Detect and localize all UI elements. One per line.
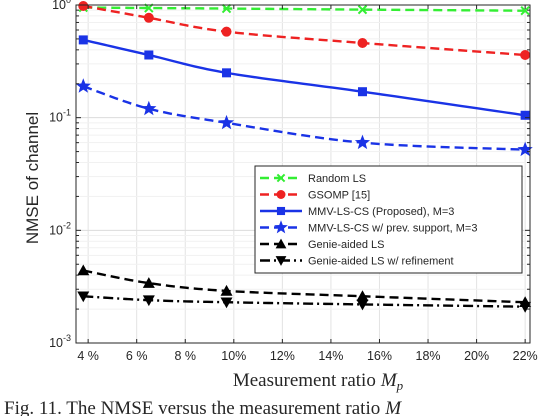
legend-label: MMV-LS-CS (Proposed), M=3 (308, 206, 454, 218)
data-point-marker (356, 299, 369, 311)
legend-label: Genie-aided LS (308, 239, 384, 251)
x-tick-label: 16% (367, 349, 392, 363)
data-point-marker (357, 87, 367, 97)
data-point-marker (354, 134, 371, 150)
x-tick-label: 22% (513, 349, 538, 363)
data-point-marker (221, 26, 232, 37)
series-1 (78, 2, 530, 16)
series-layer (75, 0, 533, 313)
y-axis-label: NMSE of channel (23, 112, 42, 244)
data-point-marker (517, 141, 533, 157)
data-point-marker (78, 35, 88, 45)
data-point-marker (519, 301, 532, 313)
x-axis-label: Measurement ratio Mp (233, 370, 404, 393)
series-6 (77, 291, 532, 313)
legend-entry: Genie-aided LS w/ refinement (260, 256, 454, 268)
data-point-marker (276, 206, 286, 216)
data-point-marker (142, 295, 155, 307)
data-point-marker (520, 49, 531, 60)
data-point-marker (356, 290, 369, 302)
data-point-marker (142, 277, 155, 288)
x-axis-label-text: Measurement ratio (233, 370, 376, 391)
y-tick-label: 100 (52, 0, 71, 12)
legend-entry: Random LS (260, 173, 366, 185)
series-2 (78, 0, 531, 60)
legend-entry: Genie-aided LS (260, 238, 384, 251)
data-point-marker (144, 50, 154, 60)
x-tick-label: 10% (221, 349, 246, 363)
x-axis-label-subscript: p (396, 378, 404, 393)
legend-label: GSOMP [15] (308, 190, 370, 202)
data-point-marker (222, 68, 232, 78)
legend-entry: MMV-LS-CS (Proposed), M=3 (260, 206, 454, 218)
data-point-marker (357, 37, 368, 48)
data-point-marker (218, 114, 235, 130)
series-3 (78, 35, 530, 120)
x-tick-label: 8 % (174, 349, 196, 363)
tick-layer: 4 % 6 % 8 % 10% 12% 14% 16% 18% 20% 22% 10-3 10-2 10… (49, 0, 538, 363)
data-point-marker (141, 100, 157, 116)
data-point-marker (520, 110, 530, 120)
x-tick-label: 12% (270, 349, 295, 363)
x-tick-label: 18% (416, 349, 441, 363)
y-tick-label: 10-1 (49, 108, 71, 125)
data-point-marker (357, 4, 368, 15)
y-tick-label: 10-2 (49, 220, 71, 237)
legend-label: Genie-aided LS w/ refinement (308, 256, 454, 268)
data-point-marker (77, 264, 90, 276)
plot-frame (75, 4, 531, 344)
data-point-marker (274, 220, 288, 234)
data-point-marker (276, 173, 286, 183)
figure-caption: Fig. 11. The NMSE versus the measurement… (4, 398, 402, 416)
x-tick-label: 20% (464, 349, 489, 363)
data-point-marker (275, 238, 287, 249)
legend-entry: GSOMP [15] (260, 190, 370, 202)
legend-entry: MMV-LS-CS w/ prev. support, M=3 (260, 220, 477, 235)
data-point-marker (220, 297, 233, 309)
x-axis-label-symbol: M (380, 370, 398, 391)
x-tick-label: 6 % (126, 349, 148, 363)
legend-box (254, 165, 523, 274)
data-point-marker (143, 12, 154, 23)
figure-caption-text: Fig. 11. The NMSE versus the measurement… (4, 398, 380, 416)
data-point-marker (275, 256, 287, 266)
legend-label: Random LS (308, 173, 366, 185)
data-point-marker (276, 190, 286, 199)
data-point-marker (77, 291, 90, 303)
figure-caption-symbol: M (384, 398, 402, 416)
x-tick-label: 14% (318, 349, 343, 363)
y-tick-label: 10-3 (49, 333, 71, 350)
series-4 (75, 78, 533, 157)
legend-label: MMV-LS-CS w/ prev. support, M=3 (308, 223, 477, 235)
x-tick-label: 4 % (77, 349, 99, 363)
legend: Random LS GSOMP [15] MMV-LS-CS (Proposed),… (254, 165, 523, 274)
data-point-marker (221, 3, 232, 14)
data-point-marker (220, 284, 233, 296)
data-point-marker (78, 0, 89, 11)
data-point-marker (75, 78, 91, 93)
data-point-marker (520, 5, 530, 16)
